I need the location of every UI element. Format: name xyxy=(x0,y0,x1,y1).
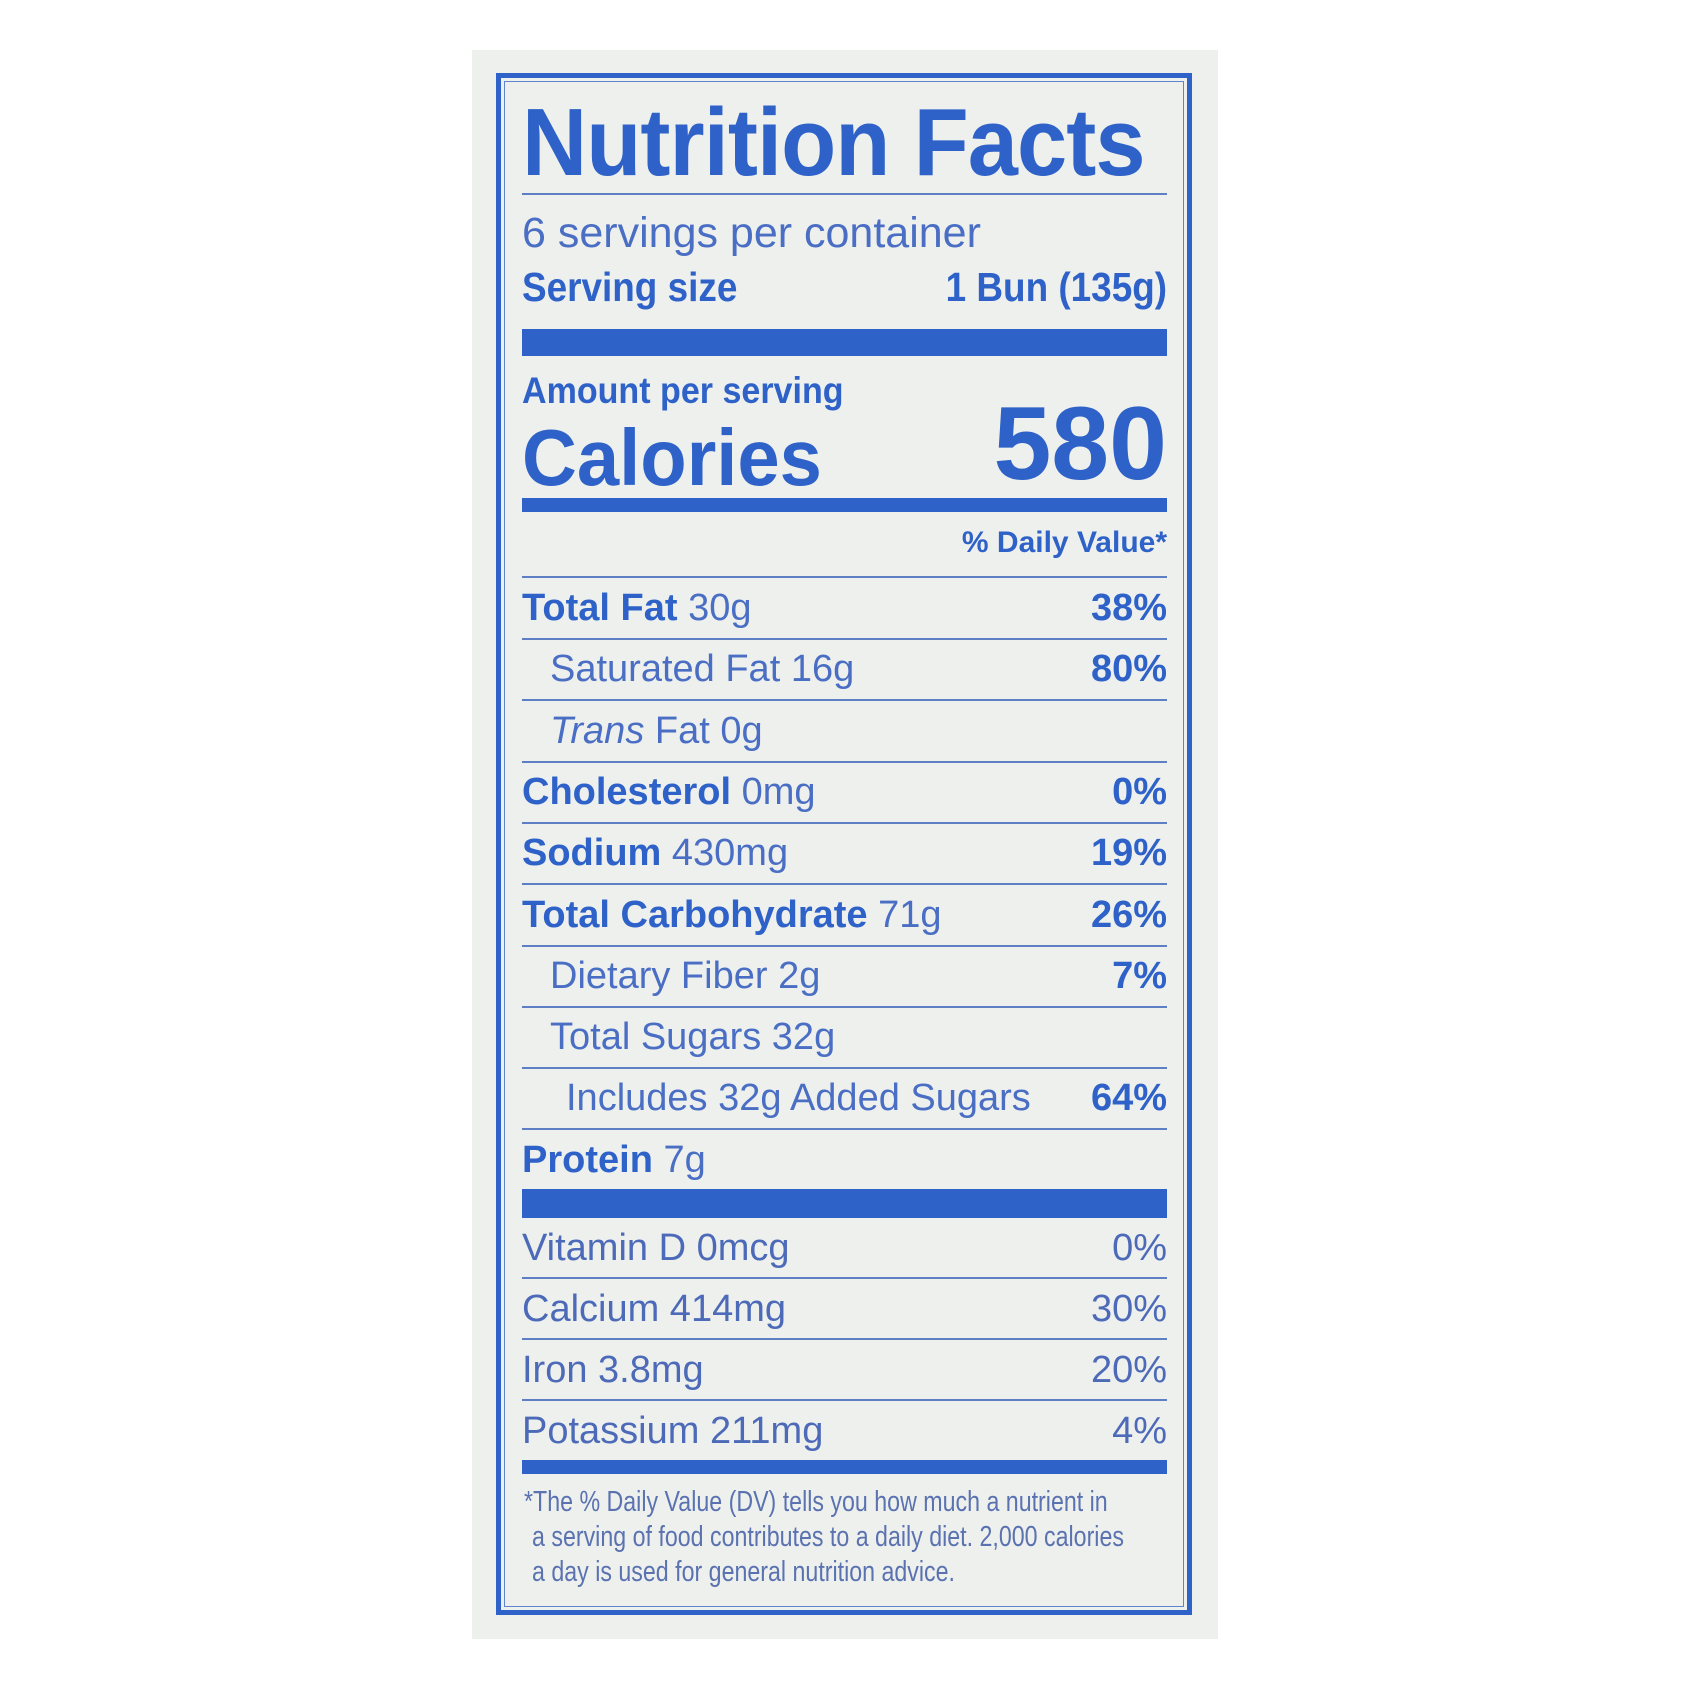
medium-divider xyxy=(522,498,1167,512)
nutrient-name: Sodium xyxy=(522,832,662,875)
nutrient-name: Protein xyxy=(522,1138,653,1181)
nutrient-label: Protein 7g xyxy=(522,1139,706,1182)
serving-size-label: Serving size xyxy=(522,264,738,310)
label-inner-border xyxy=(504,81,1184,1607)
vitamin-row: Vitamin D 0mcg 0% xyxy=(522,1218,1167,1279)
vitamin-label: Calcium 414mg xyxy=(522,1288,786,1330)
thick-divider xyxy=(522,329,1167,356)
nutrient-name: Total Fat xyxy=(522,587,678,629)
nutrient-label: Sodium 430mg xyxy=(522,832,788,875)
nutrient-amount: 30g xyxy=(688,587,752,629)
vitamin-row: Calcium 414mg 30% xyxy=(522,1279,1167,1340)
nutrient-label: Total Sugars 32g xyxy=(522,1016,835,1059)
nutrient-row: Cholesterol 0mg 0% xyxy=(522,762,1167,823)
footnote-line: a day is used for general nutrition advi… xyxy=(532,1556,956,1588)
vitamin-row: Iron 3.8mg 20% xyxy=(522,1340,1167,1401)
divider xyxy=(522,883,1167,886)
nutrient-name: Total Carbohydrate xyxy=(522,893,868,936)
vitamin-daily-value: 4% xyxy=(1112,1410,1167,1452)
nutrient-name: Trans xyxy=(550,709,645,752)
servings-per-container: 6 servings per container xyxy=(522,209,981,257)
calories-label: Calories xyxy=(522,413,822,502)
divider xyxy=(522,1128,1167,1131)
nutrient-row: Total Carbohydrate 71g 26% xyxy=(522,885,1167,946)
daily-value-header: % Daily Value* xyxy=(961,526,1167,559)
amount-per-serving: Amount per serving xyxy=(522,370,844,411)
nutrient-amount: 2g xyxy=(778,954,821,997)
divider xyxy=(522,821,1167,824)
nutrient-name: Saturated Fat xyxy=(550,648,781,691)
divider xyxy=(522,576,1167,578)
nutrient-name-suffix: Fat xyxy=(654,709,710,752)
label-title: Nutrition Facts xyxy=(522,89,1146,196)
nutrient-label: Dietary Fiber 2g xyxy=(522,955,820,998)
divider xyxy=(522,638,1167,640)
nutrient-row: Sodium 430mg 19% xyxy=(522,823,1167,884)
nutrient-name: Total Sugars xyxy=(550,1016,762,1059)
nutrient-label: Includes 32g Added Sugars xyxy=(522,1077,1031,1120)
divider xyxy=(522,1005,1167,1008)
nutrient-daily-value: 0% xyxy=(1112,770,1167,813)
divider xyxy=(522,193,1167,195)
serving-size-value: 1 Bun (135g) xyxy=(945,264,1167,310)
vitamin-label: Iron 3.8mg xyxy=(522,1349,704,1391)
nutrient-row: Trans Fat 0g xyxy=(522,701,1167,762)
nutrient-label: Trans Fat 0g xyxy=(522,710,763,753)
divider xyxy=(522,1399,1167,1401)
vitamin-daily-value: 30% xyxy=(1090,1288,1167,1330)
nutrient-row: Total Sugars 32g xyxy=(522,1007,1167,1068)
footnote-line: a serving of food contributes to a daily… xyxy=(532,1521,1124,1553)
divider xyxy=(522,1338,1167,1340)
footnote-line: *The % Daily Value (DV) tells you how mu… xyxy=(524,1486,1108,1518)
vitamin-daily-value: 0% xyxy=(1112,1227,1167,1269)
label-panel xyxy=(472,50,1218,1639)
nutrient-name: Includes 32g Added Sugars xyxy=(566,1077,1031,1120)
nutrient-name: Cholesterol xyxy=(522,770,732,813)
divider xyxy=(522,760,1167,763)
nutrient-daily-value: 19% xyxy=(1090,832,1167,875)
nutrient-daily-value: 64% xyxy=(1090,1077,1167,1120)
nutrient-amount: 0mg xyxy=(741,770,816,813)
divider xyxy=(522,944,1167,947)
nutrient-amount: 0g xyxy=(720,709,763,752)
nutrient-row: Dietary Fiber 2g 7% xyxy=(522,946,1167,1007)
divider xyxy=(522,699,1167,702)
thick-divider xyxy=(522,1189,1167,1218)
nutrient-row: Saturated Fat 16g 80% xyxy=(522,639,1167,700)
nutrient-daily-value: 7% xyxy=(1112,954,1167,997)
nutrient-row: Total Fat 30g 38% xyxy=(522,578,1167,639)
nutrient-amount: 430mg xyxy=(671,832,789,875)
nutrient-amount: 7g xyxy=(663,1138,706,1181)
nutrient-daily-value: 80% xyxy=(1090,648,1167,691)
vitamin-daily-value: 20% xyxy=(1090,1349,1167,1391)
vitamin-label: Potassium 211mg xyxy=(522,1410,824,1452)
vitamin-label: Vitamin D 0mcg xyxy=(522,1227,790,1269)
medium-divider xyxy=(522,1460,1167,1474)
nutrient-name: Dietary Fiber xyxy=(550,954,768,997)
nutrient-amount: 16g xyxy=(790,648,855,691)
nutrient-row: Includes 32g Added Sugars 64% xyxy=(522,1068,1167,1129)
nutrient-label: Saturated Fat 16g xyxy=(522,648,854,691)
nutrient-amount: 32g xyxy=(771,1016,836,1059)
divider xyxy=(522,1067,1167,1070)
nutrient-label: Cholesterol 0mg xyxy=(522,771,816,814)
nutrient-label: Total Carbohydrate 71g xyxy=(522,894,942,937)
divider xyxy=(522,1277,1167,1279)
nutrient-amount: 71g xyxy=(878,893,942,936)
label-border xyxy=(496,73,1192,1615)
nutrient-daily-value: 38% xyxy=(1090,587,1167,629)
nutrient-row: Protein 7g xyxy=(522,1130,1167,1191)
vitamin-row: Potassium 211mg 4% xyxy=(522,1401,1167,1462)
nutrient-label: Total Fat 30g xyxy=(522,587,751,630)
nutrient-daily-value: 26% xyxy=(1090,893,1167,936)
calories-value: 580 xyxy=(993,386,1167,502)
